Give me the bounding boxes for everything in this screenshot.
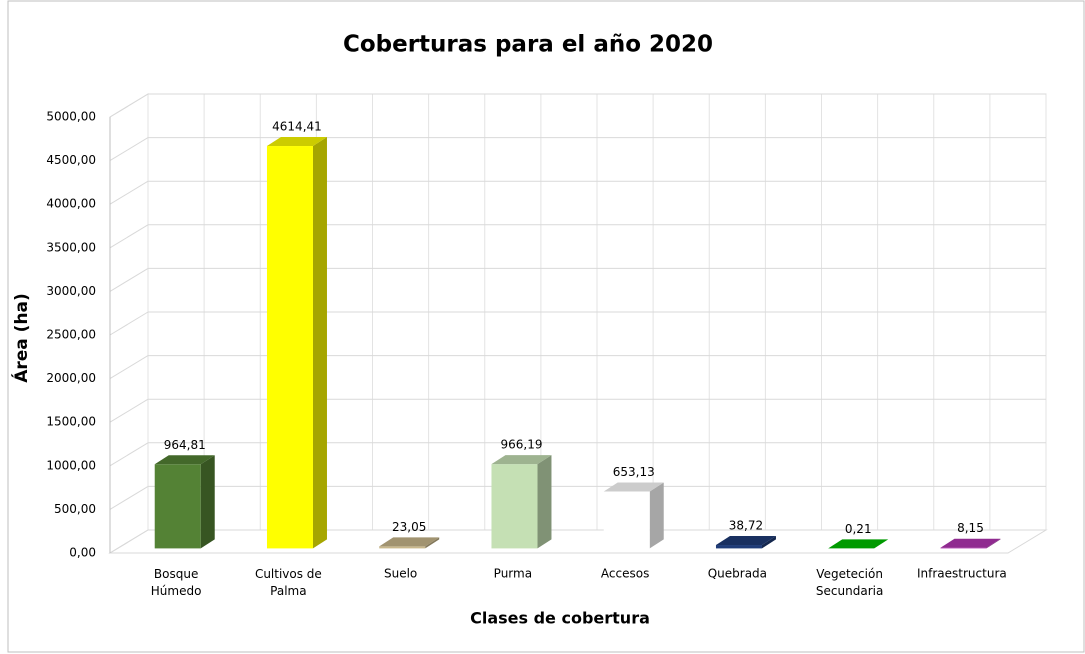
x-tick-label: Accesos <box>601 567 649 581</box>
bar-top <box>491 455 552 465</box>
floor <box>108 529 1048 554</box>
data-label: 0,21 <box>845 522 872 536</box>
bar-front <box>491 464 538 549</box>
bar-top <box>379 537 440 547</box>
bar-front <box>940 547 987 549</box>
grid-line <box>109 398 149 423</box>
y-tick-label: 5000,00 <box>46 110 96 124</box>
grid-line <box>109 180 149 205</box>
data-label: 4614,41 <box>272 120 322 134</box>
grid-line <box>109 311 149 336</box>
bar <box>828 539 889 549</box>
bar-side <box>200 455 215 549</box>
grid-line <box>109 93 149 118</box>
bar-side <box>761 536 776 549</box>
bar <box>603 482 664 549</box>
grid-line <box>109 137 149 162</box>
x-tick-label: Cultivos de Palma <box>255 567 322 598</box>
data-label: 966,19 <box>500 438 542 452</box>
bar-front <box>266 146 313 549</box>
bar-front <box>379 546 426 549</box>
y-tick-label: 3000,00 <box>46 284 96 298</box>
y-tick-label: 4000,00 <box>46 197 96 211</box>
y-tick-label: 500,00 <box>54 502 96 516</box>
data-label: 964,81 <box>164 438 206 452</box>
y-tick-label: 4500,00 <box>46 153 96 167</box>
bar-side <box>312 137 327 549</box>
x-tick-label: Purma <box>494 567 532 581</box>
x-tick-label: Infraestructura <box>917 567 1007 581</box>
bar-front <box>715 545 762 549</box>
bar-side <box>537 455 552 549</box>
bar-side <box>986 538 1001 549</box>
bar-top <box>603 482 664 492</box>
bar <box>940 538 1001 549</box>
bar-side <box>425 537 440 549</box>
x-tick-label: Bosque Húmedo <box>151 567 202 598</box>
grid-line <box>109 355 149 380</box>
bar-top <box>940 538 1001 548</box>
grid-line <box>109 485 149 510</box>
bar-side <box>874 539 889 549</box>
y-axis-title: Área (ha) <box>10 293 32 383</box>
bar-top <box>828 539 889 549</box>
y-tick-label: 2500,00 <box>46 328 96 342</box>
chart-title: Coberturas para el año 2020 <box>343 32 713 58</box>
x-tick-label: Quebrada <box>708 567 767 581</box>
grid-line <box>109 267 149 292</box>
y-tick-label: 0,00 <box>69 546 96 560</box>
bar <box>154 455 215 549</box>
data-label: 653,13 <box>613 465 655 479</box>
data-label: 38,72 <box>729 519 763 533</box>
grid-line <box>109 224 149 249</box>
bar <box>266 137 327 549</box>
bar-top <box>266 137 327 147</box>
y-tick-label: 1000,00 <box>46 458 96 472</box>
bar-front <box>154 464 201 549</box>
bar <box>379 537 440 549</box>
y-tick-label: 3500,00 <box>46 240 96 254</box>
y-tick-label: 2000,00 <box>46 371 96 385</box>
x-tick-label: Suelo <box>384 567 417 581</box>
bar-top <box>715 536 776 546</box>
grid-line <box>109 442 149 467</box>
x-axis-title: Clases de cobertura <box>470 609 650 628</box>
x-tick-label: Vegeteción Secundaria <box>816 567 883 598</box>
bar <box>715 536 776 549</box>
bar-front <box>603 491 650 549</box>
y-tick-label: 1500,00 <box>46 415 96 429</box>
bar-top <box>154 455 215 465</box>
grid-line <box>109 529 149 554</box>
bar <box>491 455 552 549</box>
bar-side <box>649 482 664 549</box>
data-label: 8,15 <box>957 521 984 535</box>
data-label: 23,05 <box>392 520 426 534</box>
